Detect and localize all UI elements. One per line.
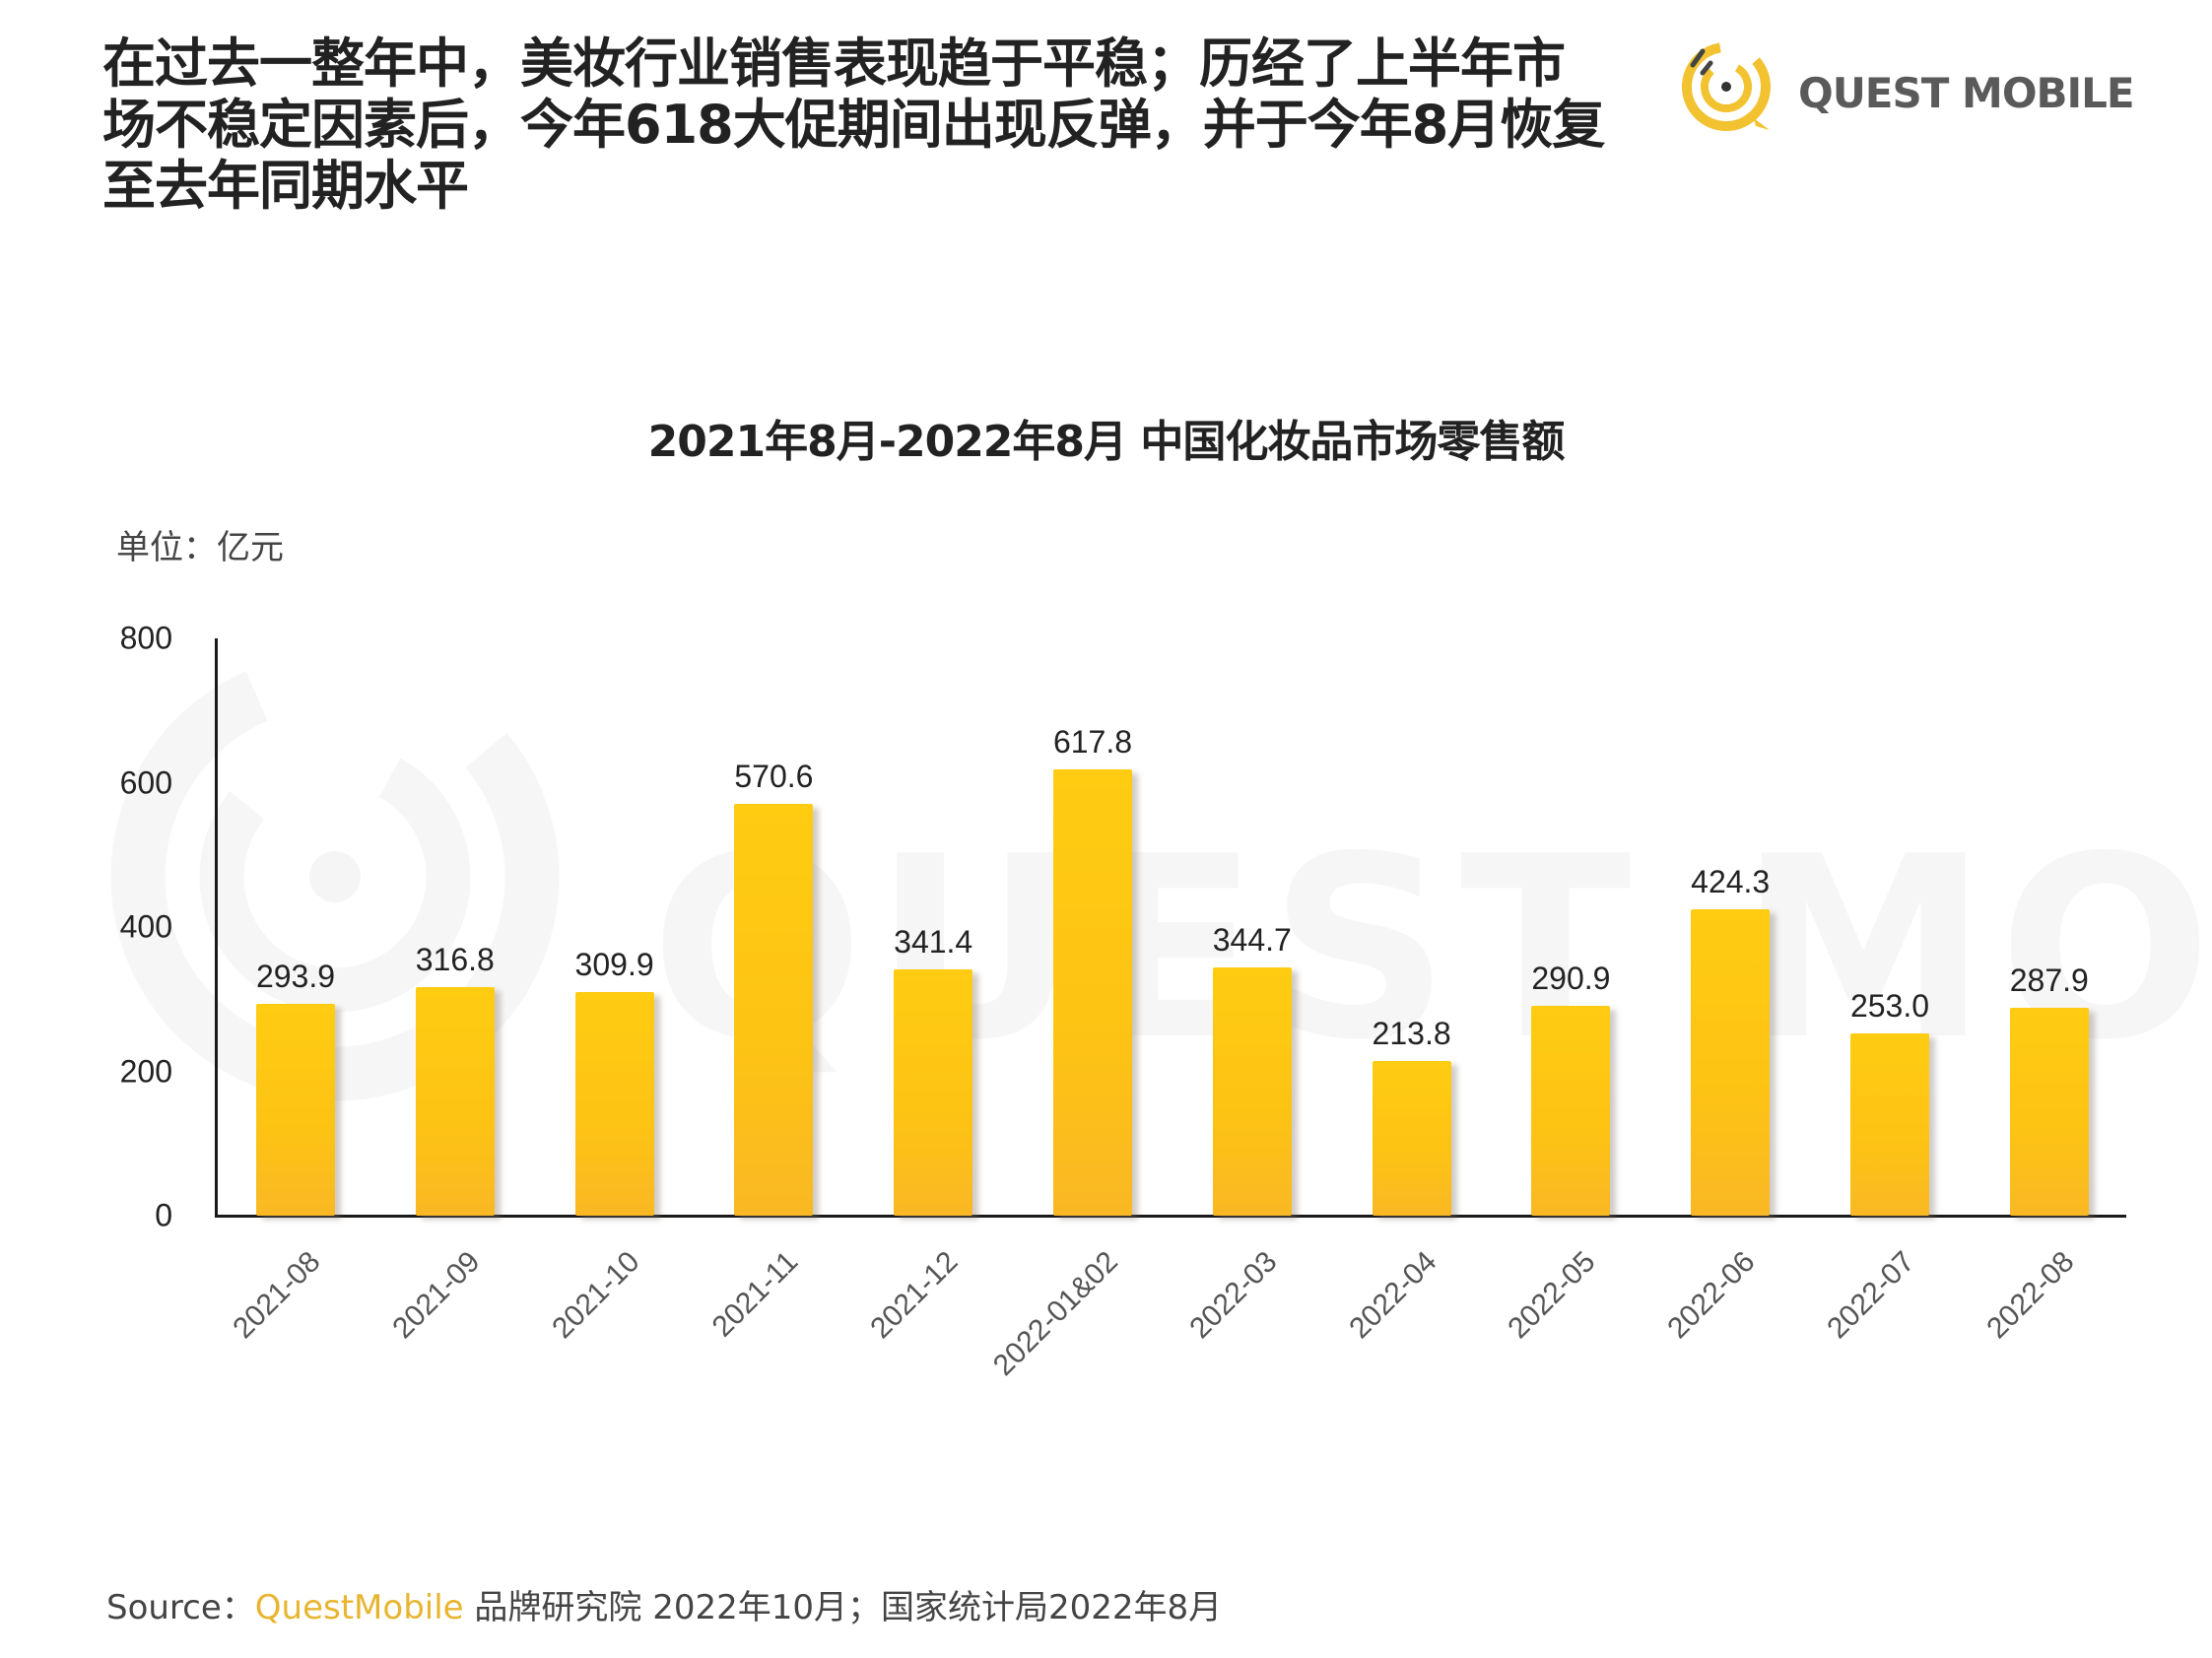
bar bbox=[2009, 1008, 2089, 1216]
headline-line-2: 场不稳定因素后，今年618大促期间出现反弹，并于今年8月恢复 bbox=[102, 94, 1605, 156]
headline: 在过去一整年中，美妆行业销售表现趋于平稳；历经了上半年市 场不稳定因素后，今年6… bbox=[102, 33, 1679, 217]
bar bbox=[415, 986, 495, 1216]
logo-text: QUEST MOBILE bbox=[1798, 69, 2135, 117]
bar-value-label: 293.9 bbox=[255, 958, 336, 994]
bar bbox=[1372, 1061, 1451, 1216]
bar bbox=[1531, 1005, 1611, 1216]
x-tick-label: 2021-12 bbox=[864, 1245, 965, 1346]
bar-value-label: 570.6 bbox=[734, 759, 814, 795]
bar-value-label: 424.3 bbox=[1691, 864, 1771, 900]
bar-value-label: 309.9 bbox=[574, 946, 654, 982]
x-tick-label: 2022-01&02 bbox=[986, 1245, 1124, 1382]
bar bbox=[894, 968, 973, 1216]
source-rest: 品牌研究院 2022年10月；国家统计局2022年8月 bbox=[463, 1588, 1223, 1627]
bar bbox=[1850, 1032, 1929, 1216]
headline-line-3: 至去年同期水平 bbox=[102, 155, 469, 217]
y-tick-label: 400 bbox=[119, 908, 172, 945]
x-tick-label: 2022-05 bbox=[1502, 1245, 1602, 1346]
bar-value-label: 253.0 bbox=[1849, 987, 1930, 1024]
bar-value-label: 213.8 bbox=[1372, 1016, 1451, 1052]
y-tick-label: 0 bbox=[155, 1197, 172, 1233]
x-tick-label: 2022-08 bbox=[1980, 1245, 2081, 1346]
bar bbox=[574, 991, 654, 1216]
bar bbox=[1691, 909, 1771, 1216]
x-axis bbox=[215, 1215, 2126, 1218]
x-tick-label: 2021-11 bbox=[705, 1245, 805, 1344]
x-tick-label: 2022-06 bbox=[1661, 1245, 1762, 1346]
y-axis bbox=[215, 638, 218, 1218]
bar-value-label: 290.9 bbox=[1531, 960, 1611, 996]
headline-line-1: 在过去一整年中，美妆行业销售表现趋于平稳；历经了上半年市 bbox=[102, 33, 1566, 95]
source-prefix: Source： bbox=[106, 1588, 255, 1627]
x-tick-label: 2022-07 bbox=[1821, 1245, 1921, 1346]
chart-title: 2021年8月-2022年8月 中国化妆品市场零售额 bbox=[647, 417, 1566, 467]
x-tick-label: 2021-10 bbox=[545, 1245, 646, 1346]
bar bbox=[1212, 966, 1292, 1216]
bar-value-label: 344.7 bbox=[1212, 921, 1292, 958]
bar bbox=[734, 804, 814, 1216]
x-tick-label: 2021-08 bbox=[227, 1245, 327, 1346]
quest-mobile-logo: QUEST MOBILE bbox=[1675, 28, 2135, 146]
source-brand: QuestMobile bbox=[254, 1588, 464, 1627]
source-note: Source：QuestMobile 品牌研究院 2022年10月；国家统计局2… bbox=[106, 1580, 1222, 1628]
y-tick-label: 200 bbox=[119, 1053, 172, 1089]
y-tick-label: 600 bbox=[119, 764, 172, 800]
bar bbox=[1053, 769, 1132, 1216]
bar-value-label: 316.8 bbox=[415, 941, 495, 977]
quest-mobile-logo-icon bbox=[1682, 42, 1771, 131]
y-tick-label: 800 bbox=[119, 620, 172, 656]
x-tick-label: 2021-09 bbox=[386, 1245, 487, 1346]
bar-value-label: 617.8 bbox=[1052, 724, 1133, 761]
bar bbox=[256, 1003, 335, 1216]
bar-value-label: 341.4 bbox=[894, 923, 973, 960]
bar-value-label: 287.9 bbox=[2009, 962, 2089, 999]
x-tick-label: 2022-03 bbox=[1183, 1245, 1284, 1346]
x-tick-label: 2022-04 bbox=[1342, 1245, 1443, 1346]
unit-label: 单位：亿元 bbox=[116, 528, 284, 567]
